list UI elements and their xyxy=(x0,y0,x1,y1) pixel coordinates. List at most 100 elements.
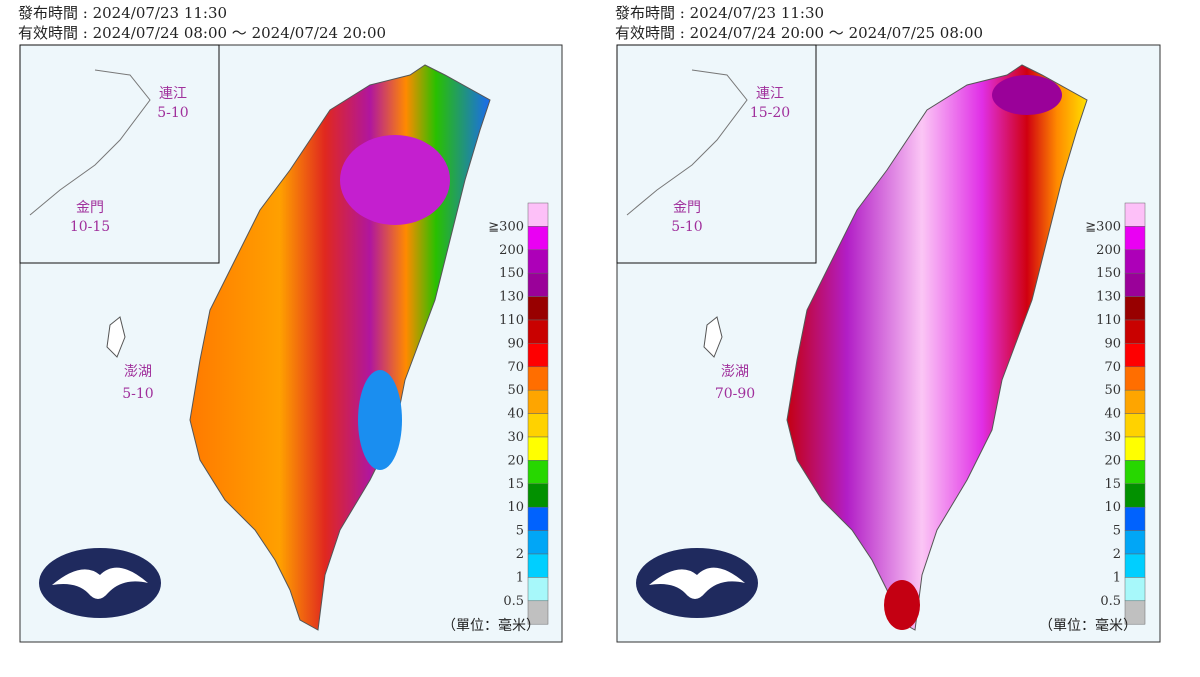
legend-label: 110 xyxy=(499,313,524,328)
legend-swatch xyxy=(527,460,549,485)
legend-swatch xyxy=(527,436,549,461)
region-range: 5-10 xyxy=(157,105,188,121)
map-panel: 發布時間 : 2024/07/23 11:30 有效時間 : 2024/07/24… xyxy=(18,4,563,643)
region-name: 連江 xyxy=(756,86,784,102)
legend-label: 10 xyxy=(1104,500,1121,515)
legend-swatch xyxy=(1124,202,1146,227)
legend-label: 0.5 xyxy=(503,594,524,609)
legend-label: 30 xyxy=(507,430,524,445)
rain-area xyxy=(358,370,402,470)
region-range: 15-20 xyxy=(750,105,790,121)
legend-label: 150 xyxy=(1096,266,1121,281)
legend-swatch xyxy=(1124,530,1146,555)
region-name: 金門 xyxy=(673,200,701,216)
legend-label: 90 xyxy=(507,336,524,351)
region-range: 5-10 xyxy=(122,386,153,402)
legend-swatch xyxy=(527,249,549,274)
issued-time: 發布時間 : 2024/07/23 11:30 xyxy=(615,4,824,22)
legend-swatch xyxy=(527,366,549,391)
legend-label: 200 xyxy=(499,243,524,258)
legend-swatch xyxy=(1124,272,1146,297)
legend-swatch xyxy=(527,202,549,227)
legend-label: 50 xyxy=(507,383,524,398)
legend-swatch xyxy=(1124,319,1146,344)
legend-swatch xyxy=(527,319,549,344)
legend-label: 20 xyxy=(1104,453,1121,468)
coastline xyxy=(29,69,151,216)
map-panel: 發布時間 : 2024/07/23 11:30 有效時間 : 2024/07/24… xyxy=(615,4,1161,643)
legend-swatch xyxy=(1124,436,1146,461)
unit-label: （單位：毫米） xyxy=(1039,617,1137,634)
unit-label: （單位：毫米） xyxy=(442,617,540,634)
legend-swatch xyxy=(527,272,549,297)
valid-time: 有效時間 : 2024/07/24 08:00 ～ 2024/07/24 20:… xyxy=(18,24,386,42)
region-name: 澎湖 xyxy=(721,364,749,380)
legend-swatch xyxy=(527,530,549,555)
legend-label: 5 xyxy=(516,524,524,539)
legend-label: 40 xyxy=(507,407,524,422)
legend-label: 40 xyxy=(1104,407,1121,422)
legend-label: 5 xyxy=(1113,524,1121,539)
legend-label: 1 xyxy=(516,570,524,585)
rain-area xyxy=(340,135,450,225)
legend-swatch xyxy=(527,553,549,578)
rain-area xyxy=(992,75,1062,115)
valid-time: 有效時間 : 2024/07/24 20:00 ～ 2024/07/25 08:… xyxy=(615,24,983,42)
legend-label: 20 xyxy=(507,453,524,468)
legend-swatch xyxy=(527,226,549,251)
legend-swatch xyxy=(1124,506,1146,531)
coastline xyxy=(626,69,748,216)
legend-swatch xyxy=(527,577,549,602)
legend-swatch xyxy=(527,296,549,321)
legend-label: 15 xyxy=(1104,477,1121,492)
inset-box xyxy=(19,44,220,264)
legend-swatch xyxy=(1124,296,1146,321)
legend-swatch xyxy=(527,483,549,508)
legend-swatch xyxy=(1124,366,1146,391)
legend-swatch xyxy=(1124,577,1146,602)
region-range: 70-90 xyxy=(715,386,755,402)
region-range: 5-10 xyxy=(671,219,702,235)
legend-swatch xyxy=(1124,553,1146,578)
rain-area xyxy=(884,580,920,630)
region-name: 連江 xyxy=(159,86,187,102)
legend-label: 70 xyxy=(1104,360,1121,375)
legend-label: 30 xyxy=(1104,430,1121,445)
legend-label: 2 xyxy=(516,547,524,562)
legend-swatch xyxy=(1124,483,1146,508)
legend-label: 70 xyxy=(507,360,524,375)
legend-swatch xyxy=(1124,460,1146,485)
legend-label: 1 xyxy=(1113,570,1121,585)
region-name: 金門 xyxy=(76,200,104,216)
logo-swirl xyxy=(649,567,745,599)
legend-label: 2 xyxy=(1113,547,1121,562)
legend-label: 200 xyxy=(1096,243,1121,258)
legend-label: 90 xyxy=(1104,336,1121,351)
penghu xyxy=(703,316,723,358)
legend-label: 150 xyxy=(499,266,524,281)
legend-label: 10 xyxy=(507,500,524,515)
penghu xyxy=(106,316,126,358)
legend-swatch xyxy=(527,389,549,414)
legend-label: ≧300 xyxy=(1085,219,1121,234)
legend-swatch xyxy=(527,506,549,531)
region-name: 澎湖 xyxy=(124,364,152,380)
legend-swatch xyxy=(1124,389,1146,414)
legend-swatch xyxy=(1124,413,1146,438)
legend-swatch xyxy=(1124,600,1146,625)
legend-swatch xyxy=(1124,343,1146,368)
legend-swatch xyxy=(1124,226,1146,251)
issued-time: 發布時間 : 2024/07/23 11:30 xyxy=(18,4,227,22)
legend-label: 50 xyxy=(1104,383,1121,398)
legend-label: ≧300 xyxy=(488,219,524,234)
legend-swatch xyxy=(1124,249,1146,274)
legend-swatch xyxy=(527,343,549,368)
legend-swatch xyxy=(527,600,549,625)
legend-swatch xyxy=(527,413,549,438)
legend-label: 130 xyxy=(499,290,524,305)
region-range: 10-15 xyxy=(70,219,110,235)
logo-swirl xyxy=(52,567,148,599)
legend-label: 15 xyxy=(507,477,524,492)
legend-label: 130 xyxy=(1096,290,1121,305)
